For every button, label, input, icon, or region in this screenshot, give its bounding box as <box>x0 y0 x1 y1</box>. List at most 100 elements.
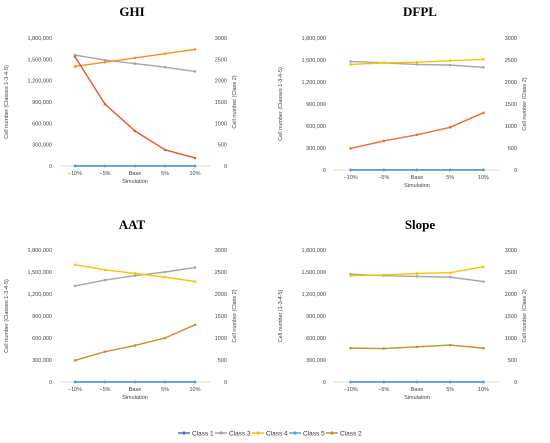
y-tick-label: 900,000 <box>32 314 52 320</box>
y-tick-label: 1,800,000 <box>302 36 326 42</box>
data-point-class-5 <box>193 380 197 384</box>
data-point-class-5 <box>73 164 77 168</box>
legend-label-class-2: Class 2 <box>340 430 362 437</box>
data-point-class-4 <box>193 280 197 283</box>
y2-tick-label: 3000 <box>505 36 517 42</box>
data-point-class-2 <box>73 55 77 59</box>
data-point-class-4 <box>73 65 77 68</box>
series-line-class-2 <box>350 112 484 150</box>
data-point-class-2 <box>382 139 386 143</box>
y-tick-label: 1,800,000 <box>28 36 52 42</box>
data-point-class-3 <box>482 280 485 283</box>
data-point-class-4 <box>163 52 167 55</box>
data-point-class-4 <box>482 57 485 61</box>
x-tick-label: −10% <box>68 387 82 393</box>
data-point-class-4 <box>382 273 386 277</box>
y2-tick-label: 0 <box>514 380 517 386</box>
x-tick-label: 10% <box>478 175 489 181</box>
data-point-class-2 <box>163 336 167 340</box>
data-point-class-4 <box>103 268 107 272</box>
legend-marker-class-2 <box>330 431 334 435</box>
x-tick-label: 10% <box>189 171 200 177</box>
x-tick-label: −10% <box>68 171 82 177</box>
y-tick-label: 1,500,000 <box>28 270 52 276</box>
y-tick-label: 1,800,000 <box>302 248 326 254</box>
data-point-class-4 <box>103 60 107 64</box>
data-point-class-2 <box>133 129 137 133</box>
y2-tick-label: 2000 <box>505 80 517 86</box>
x-tick-label: −5% <box>378 175 389 181</box>
chart-title: AAT <box>119 217 146 232</box>
chart-title: Slope <box>405 217 436 232</box>
data-point-class-2 <box>133 344 137 347</box>
x-tick-label: 5% <box>446 175 454 181</box>
y-tick-label: 300,000 <box>32 358 52 364</box>
x-axis-label: Simulation <box>404 395 430 401</box>
data-point-class-2 <box>448 343 452 347</box>
data-point-class-2 <box>482 346 485 350</box>
data-point-class-5 <box>415 168 419 172</box>
y2-tick-label: 1000 <box>505 336 517 342</box>
data-point-class-3 <box>193 70 197 73</box>
x-tick-label: −10% <box>343 387 357 393</box>
y2-axis-label: Cell number (Class 2) <box>522 289 528 342</box>
chart-panel-slope: Slope 0 300,000 600,000 900,000 1,200,000 1,50… <box>278 217 528 401</box>
x-axis-label: Simulation <box>122 179 148 185</box>
data-point-class-5 <box>103 164 107 168</box>
y-tick-label: 1,500,000 <box>302 58 326 64</box>
data-point-class-3 <box>133 62 137 65</box>
data-point-class-3 <box>415 275 419 278</box>
x-tick-label: 5% <box>161 387 169 393</box>
data-point-class-4 <box>382 61 386 65</box>
chart-title: DFPL <box>403 4 437 19</box>
data-point-class-3 <box>103 278 107 282</box>
y-tick-label: 900,000 <box>306 102 326 108</box>
y-tick-label: 600,000 <box>32 121 52 127</box>
data-point-class-5 <box>382 168 386 172</box>
y-axis-label: Cell number (Classes 1-3-4-5) <box>4 279 10 353</box>
legend-label-class-3: Class 3 <box>229 430 251 437</box>
data-point-class-5 <box>482 168 485 172</box>
data-point-class-5 <box>193 164 197 168</box>
x-tick-label: Base <box>411 175 424 181</box>
data-point-class-3 <box>415 63 419 66</box>
y2-tick-label: 2500 <box>215 270 227 276</box>
data-point-class-2 <box>103 350 107 353</box>
data-point-class-3 <box>448 63 452 67</box>
y2-tick-label: 500 <box>218 358 227 364</box>
y2-tick-label: 2500 <box>215 57 227 63</box>
data-point-class-2 <box>415 345 419 349</box>
data-point-class-2 <box>349 147 352 150</box>
y-tick-label: 600,000 <box>306 124 326 130</box>
data-point-class-2 <box>382 347 386 350</box>
data-point-class-5 <box>133 380 137 384</box>
y2-tick-label: 1500 <box>215 314 227 320</box>
data-point-class-4 <box>193 48 197 51</box>
y-tick-label: 1,200,000 <box>28 79 52 85</box>
legend: Class 1 Class 3 Class 4 Class 5 Class 2 <box>178 430 362 437</box>
x-tick-label: Base <box>411 387 424 393</box>
chart-title: GHI <box>119 4 144 19</box>
data-point-class-4 <box>448 271 452 275</box>
x-tick-label: −5% <box>99 387 110 393</box>
data-point-class-3 <box>193 266 197 269</box>
y-tick-label: 300,000 <box>306 358 326 364</box>
data-point-class-2 <box>193 323 197 327</box>
y2-tick-label: 0 <box>514 168 517 174</box>
data-point-class-4 <box>349 63 352 66</box>
data-point-class-3 <box>73 284 77 288</box>
data-point-class-4 <box>448 59 452 63</box>
legend-marker-class-4 <box>256 431 260 435</box>
x-tick-label: 10% <box>478 387 489 393</box>
data-point-class-5 <box>133 164 137 168</box>
data-point-class-5 <box>163 380 167 384</box>
x-axis-label: Simulation <box>122 395 148 401</box>
x-tick-label: 5% <box>446 387 454 393</box>
y2-tick-label: 2000 <box>505 292 517 298</box>
data-point-class-4 <box>349 274 352 277</box>
chart-panel-aat: AAT 0 300,000 600,000 900,000 1,200,000 1,500,… <box>4 217 238 401</box>
y2-tick-label: 1000 <box>215 121 227 127</box>
data-point-class-2 <box>482 111 485 115</box>
y2-tick-label: 500 <box>508 358 517 364</box>
y2-tick-label: 1000 <box>505 124 517 130</box>
